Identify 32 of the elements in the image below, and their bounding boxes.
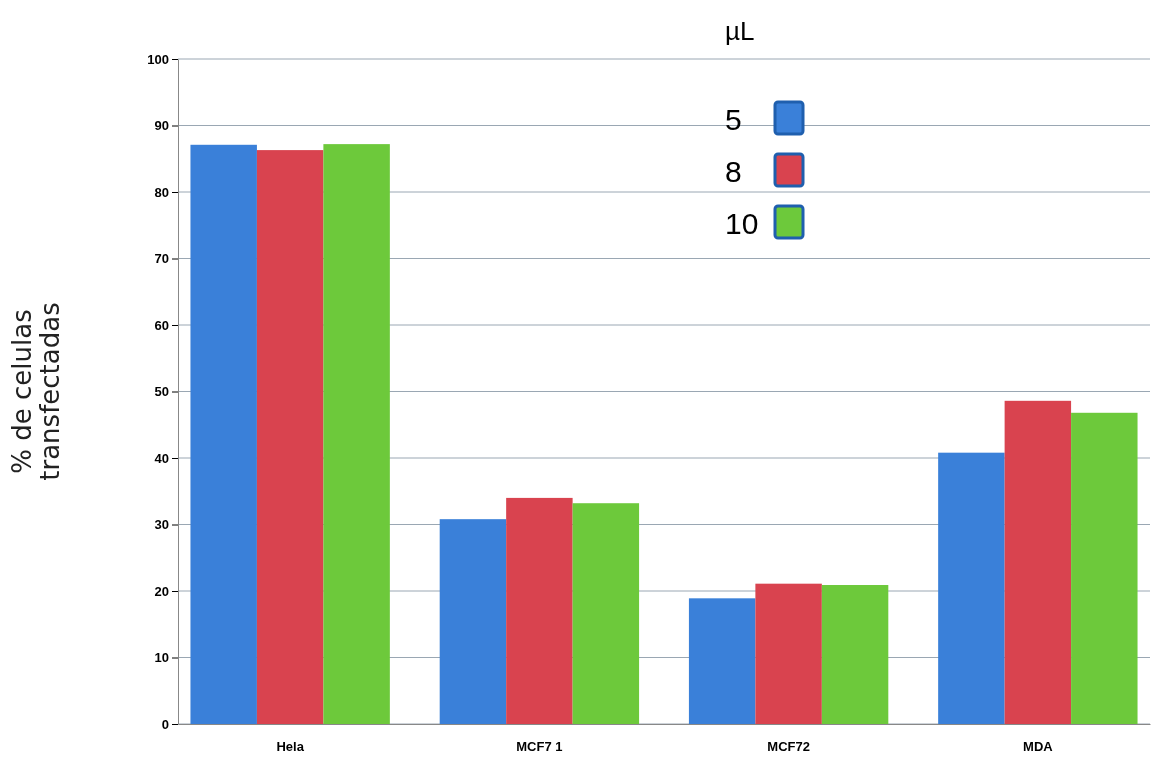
legend-label: 8: [725, 155, 742, 188]
bar: [572, 503, 640, 724]
y-tick-label: 80: [154, 184, 169, 200]
bar: [938, 452, 1005, 724]
bar: [755, 583, 822, 724]
y-tick-label: 30: [154, 517, 169, 533]
bar: [439, 519, 507, 724]
x-tick-label: MDA: [1023, 739, 1054, 755]
bar: [506, 497, 573, 724]
y-tick-label: 0: [161, 716, 169, 732]
legend-label: 5: [725, 103, 742, 136]
legend-title: µL: [725, 16, 755, 46]
y-tick-label: 90: [154, 118, 169, 134]
x-tick-label: Hela: [276, 739, 305, 755]
y-axis-title: % de celulas transfectadas: [6, 302, 66, 481]
bar: [323, 144, 390, 724]
bar: [1071, 412, 1138, 724]
y-tick-label: 70: [154, 251, 169, 267]
x-tick-label: MCF72: [767, 739, 810, 755]
y-tick-label: 60: [154, 317, 169, 333]
legend-label: 10: [725, 207, 759, 240]
bar: [1004, 400, 1072, 724]
y-tick-label: 40: [154, 450, 169, 466]
bar: [688, 598, 756, 724]
x-tick-label: MCF7 1: [516, 739, 563, 755]
bar: [256, 150, 324, 724]
y-tick-label: 50: [154, 384, 169, 400]
bar: [190, 144, 257, 724]
bar: [821, 585, 889, 724]
y-tick-label: 100: [147, 51, 169, 67]
y-tick-label: 10: [154, 650, 169, 666]
y-tick-label: 20: [154, 583, 169, 599]
